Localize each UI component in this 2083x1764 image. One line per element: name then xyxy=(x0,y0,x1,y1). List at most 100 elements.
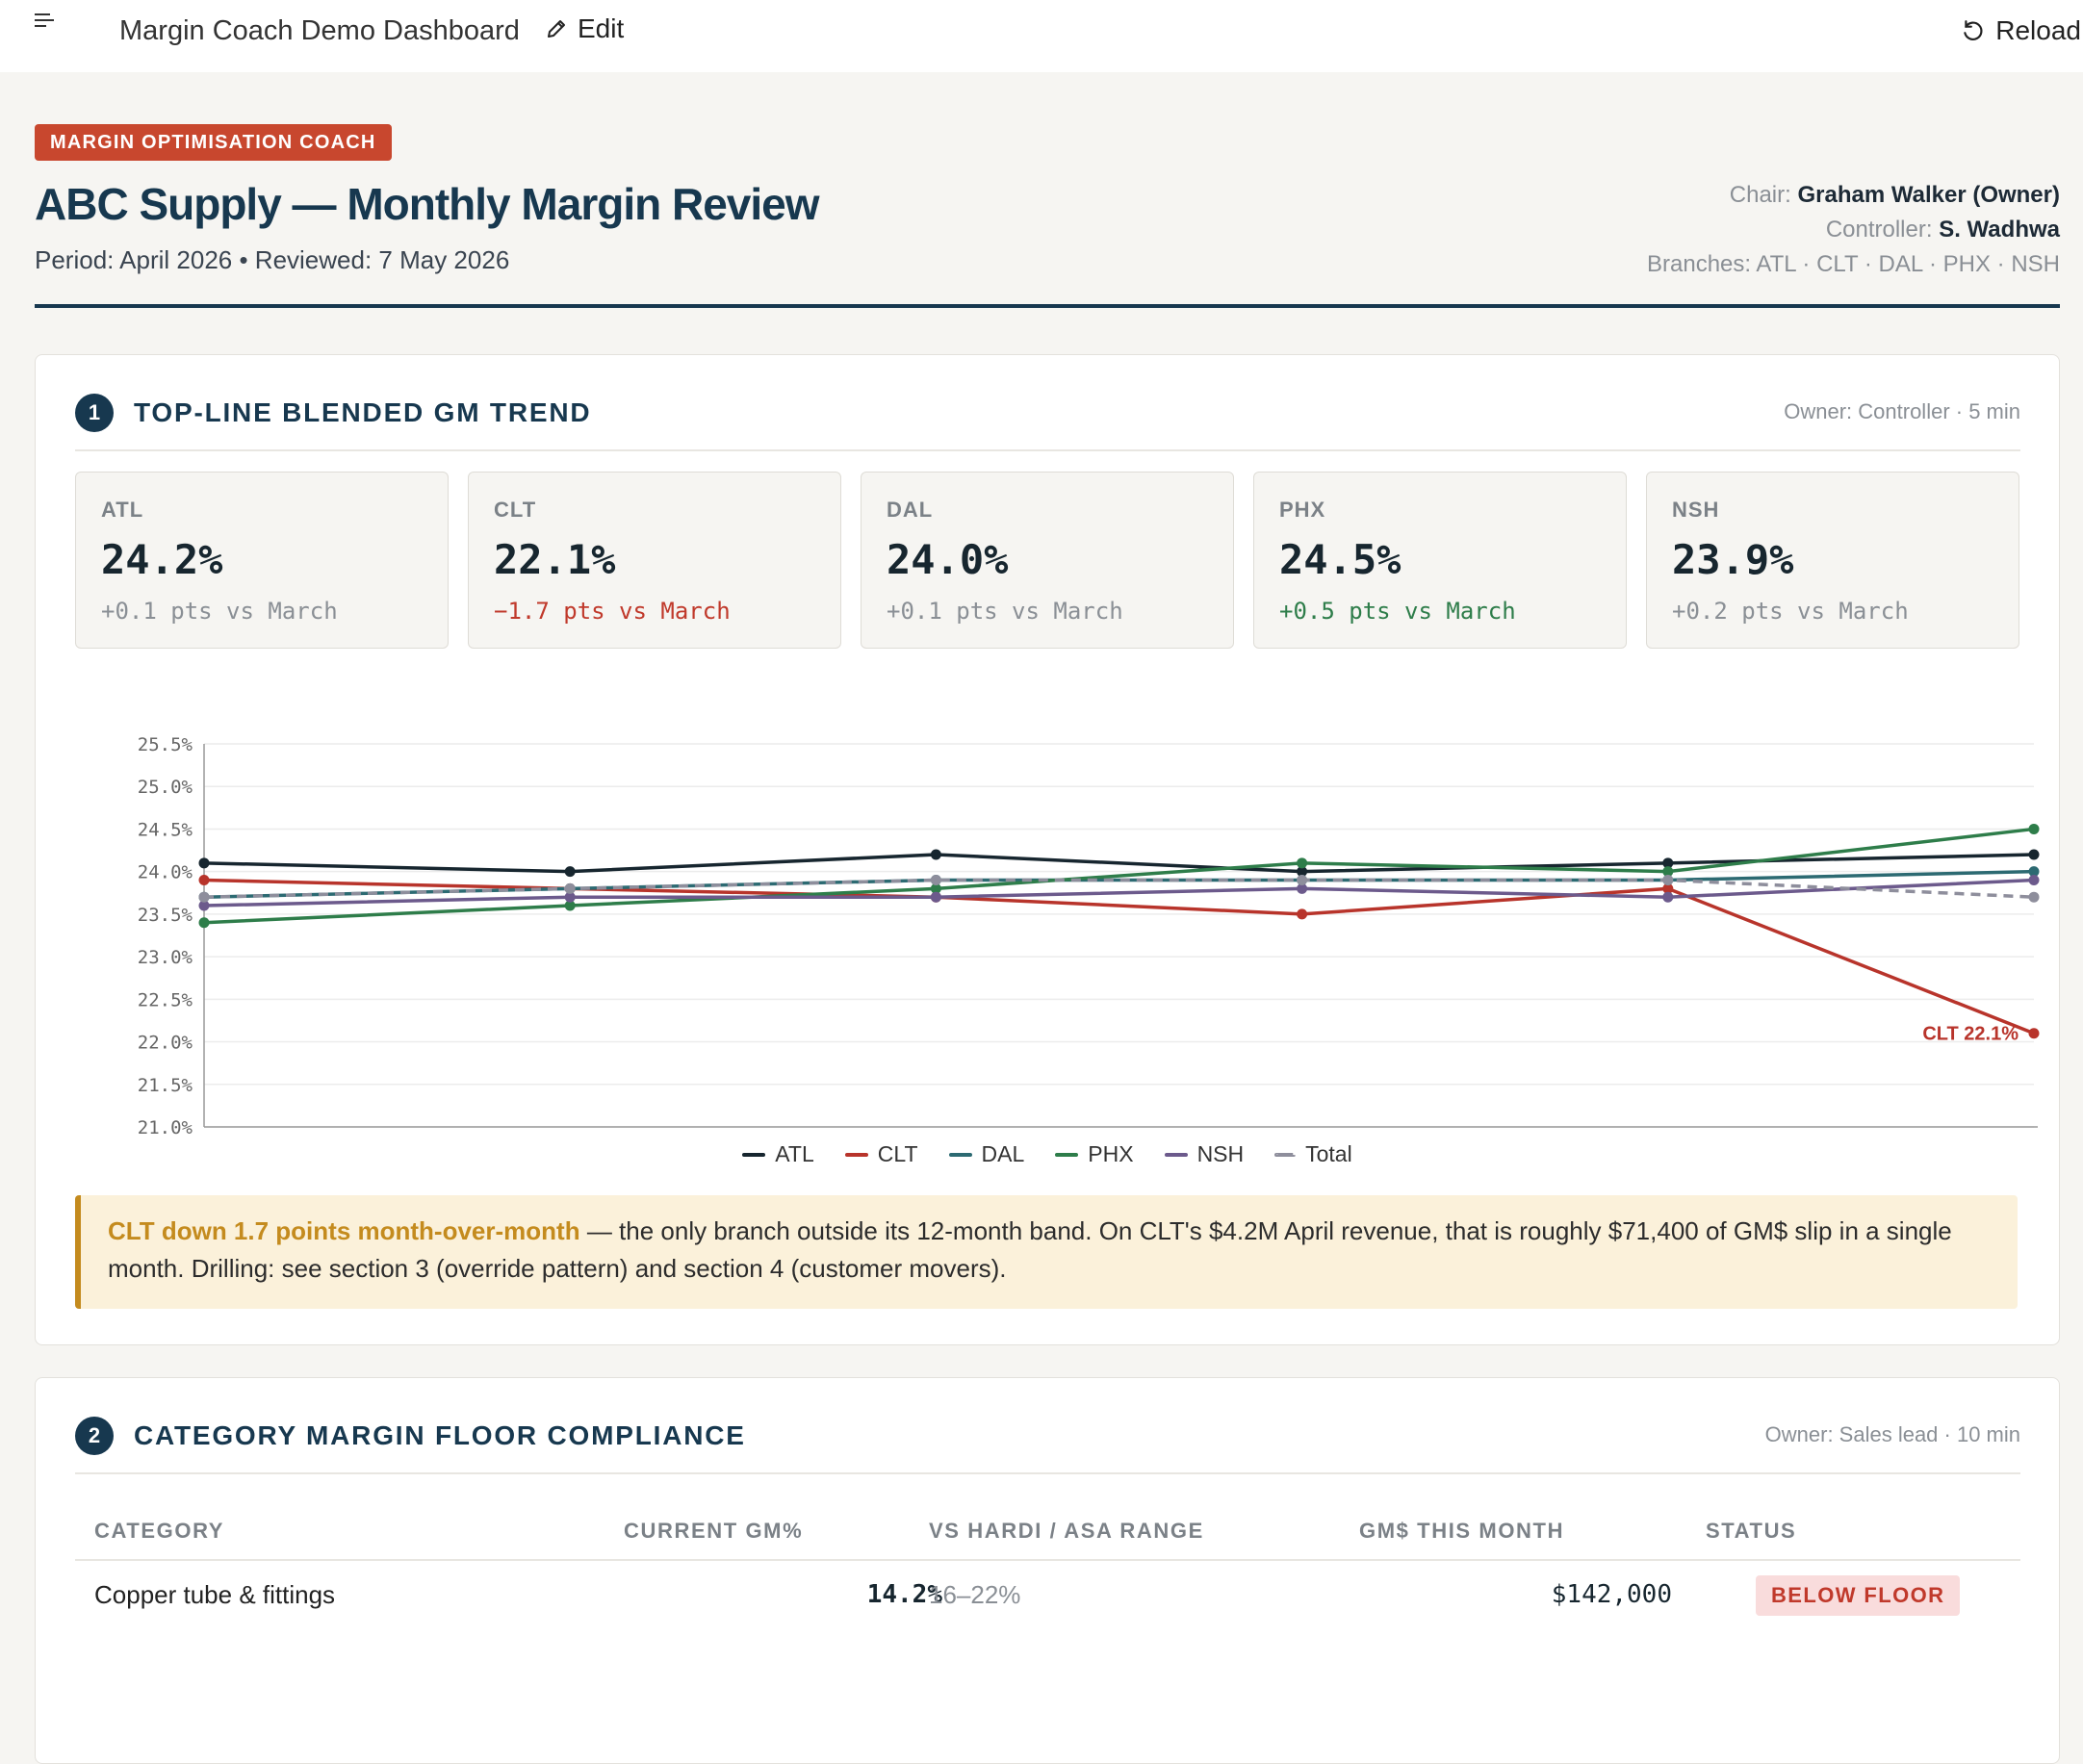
data-point-clt xyxy=(1297,908,1308,920)
y-tick-label: 22.5% xyxy=(138,989,193,1010)
kpi-label: CLT xyxy=(494,498,537,522)
legend-label: NSH xyxy=(1196,1141,1245,1166)
y-tick-label: 25.5% xyxy=(138,734,193,755)
section-number: 1 xyxy=(75,394,114,432)
data-point-total xyxy=(1297,875,1308,886)
kpi-delta: +0.5 pts vs March xyxy=(1279,598,1516,625)
kpi-value: 24.0% xyxy=(887,536,1009,583)
controller-label: Controller: xyxy=(1825,217,1933,243)
legend-label: ATL xyxy=(775,1141,814,1166)
legend-label: PHX xyxy=(1088,1141,1134,1166)
data-point-dal xyxy=(2028,866,2040,878)
column-header-range: VS HARDI / ASA RANGE xyxy=(929,1519,1204,1543)
legend-swatch xyxy=(1164,1152,1188,1157)
data-point-phx xyxy=(1662,866,1674,878)
data-point-nsh xyxy=(564,891,576,903)
controller-value: S. Wadhwa xyxy=(1939,217,2060,243)
data-point-atl xyxy=(2028,849,2040,860)
legend-label: CLT xyxy=(877,1141,918,1166)
reload-label: Reload xyxy=(1995,15,2081,45)
section-gm-trend: 1 TOP-LINE BLENDED GM TREND Owner: Contr… xyxy=(35,354,2060,1345)
kpi-label: DAL xyxy=(887,498,934,522)
data-point-total xyxy=(198,891,210,903)
y-tick-label: 25.0% xyxy=(138,777,193,798)
data-point-nsh xyxy=(198,900,210,911)
status-badge: BELOW FLOOR xyxy=(1756,1575,1961,1616)
data-point-total xyxy=(930,875,941,886)
insight-callout: CLT down 1.7 points month-over-month — t… xyxy=(75,1195,2018,1309)
app-title: Margin Coach Demo Dashboard xyxy=(119,15,520,46)
y-tick-label: 24.0% xyxy=(138,862,193,883)
callout-highlight: CLT down 1.7 points month-over-month xyxy=(108,1216,580,1245)
row-gm-dollars: $142,000 xyxy=(1551,1580,1672,1609)
y-tick-label: 24.5% xyxy=(138,819,193,840)
kpi-card-nsh: NSH 23.9% +0.2 pts vs March xyxy=(1646,472,2019,649)
row-range: 16–22% xyxy=(929,1580,1021,1609)
kpi-card-clt: CLT 22.1% −1.7 pts vs March xyxy=(468,472,841,649)
legend-item-phx: PHX xyxy=(1055,1141,1134,1167)
table-header-divider xyxy=(75,1559,2020,1561)
column-header-gm-dollars: GM$ THIS MONTH xyxy=(1359,1519,1565,1543)
data-point-nsh xyxy=(2028,875,2040,886)
reload-button[interactable]: Reload xyxy=(1961,15,2081,46)
kpi-value: 23.9% xyxy=(1672,536,1794,583)
legend-item-clt: CLT xyxy=(844,1141,918,1167)
legend-item-nsh: NSH xyxy=(1164,1141,1245,1167)
data-point-clt xyxy=(2028,1028,2040,1039)
menu-icon[interactable] xyxy=(35,13,56,33)
series-line-dal xyxy=(203,869,2035,899)
section-owner: Owner: Sales lead · 10 min xyxy=(1764,1422,2020,1446)
section-divider xyxy=(75,1472,2020,1474)
kpi-label: PHX xyxy=(1279,498,1326,522)
data-point-phx xyxy=(564,900,576,911)
page-title: ABC Supply — Monthly Margin Review xyxy=(35,179,820,229)
series-line-total xyxy=(203,878,2035,899)
series-line-atl xyxy=(203,853,2035,874)
data-point-phx xyxy=(1297,857,1308,869)
data-point-clt xyxy=(1662,882,1674,894)
kpi-label: ATL xyxy=(101,498,144,522)
section-divider xyxy=(75,449,2020,451)
kpi-label: NSH xyxy=(1672,498,1720,522)
legend-item-total: Total xyxy=(1274,1141,1352,1167)
kpi-card-atl: ATL 24.2% +0.1 pts vs March xyxy=(75,472,449,649)
series-line-phx xyxy=(203,827,2035,925)
section-floor-compliance: 2 CATEGORY MARGIN FLOOR COMPLIANCE Owner… xyxy=(35,1377,2060,1764)
data-point-nsh xyxy=(1662,891,1674,903)
kpi-card-phx: PHX 24.5% +0.5 pts vs March xyxy=(1253,472,1627,649)
y-tick-label: 21.5% xyxy=(138,1075,193,1096)
kpi-value: 24.5% xyxy=(1279,536,1402,583)
y-tick-label: 21.0% xyxy=(138,1117,193,1138)
edit-button[interactable]: Edit xyxy=(545,13,624,44)
data-point-atl xyxy=(564,866,576,878)
row-category: Copper tube & fittings xyxy=(94,1580,336,1609)
column-header-status: STATUS xyxy=(1706,1519,1797,1543)
kpi-delta: +0.2 pts vs March xyxy=(1672,598,1909,625)
legend-swatch xyxy=(948,1152,972,1157)
reload-icon xyxy=(1964,20,1983,40)
data-point-total xyxy=(564,882,576,894)
chair-label: Chair: xyxy=(1729,182,1791,208)
y-tick-label: 22.0% xyxy=(138,1033,193,1054)
callout-text: — the only branch outside its 12-month b… xyxy=(108,1216,1952,1283)
pencil-icon xyxy=(548,20,565,38)
section-number: 2 xyxy=(75,1417,114,1455)
data-label-annotation: CLT 22.1% xyxy=(1922,1024,2019,1045)
legend-label: Total xyxy=(1305,1141,1352,1166)
legend-item-dal: DAL xyxy=(948,1141,1024,1167)
data-point-phx xyxy=(930,882,941,894)
data-point-atl xyxy=(1297,866,1308,878)
series-line-clt xyxy=(203,878,2035,1035)
data-point-phx xyxy=(198,917,210,929)
kpi-value: 22.1% xyxy=(494,536,616,583)
header-divider xyxy=(35,304,2060,308)
data-point-clt xyxy=(198,875,210,886)
chair-value: Graham Walker (Owner) xyxy=(1797,182,2060,208)
app-toolbar: Margin Coach Demo Dashboard Edit Reload xyxy=(0,0,2083,72)
legend-swatch xyxy=(1055,1152,1079,1157)
data-point-total xyxy=(2028,891,2040,903)
legend-swatch xyxy=(844,1152,868,1157)
series-line-nsh xyxy=(203,878,2035,908)
y-tick-label: 23.5% xyxy=(138,905,193,926)
edit-label: Edit xyxy=(578,13,625,43)
